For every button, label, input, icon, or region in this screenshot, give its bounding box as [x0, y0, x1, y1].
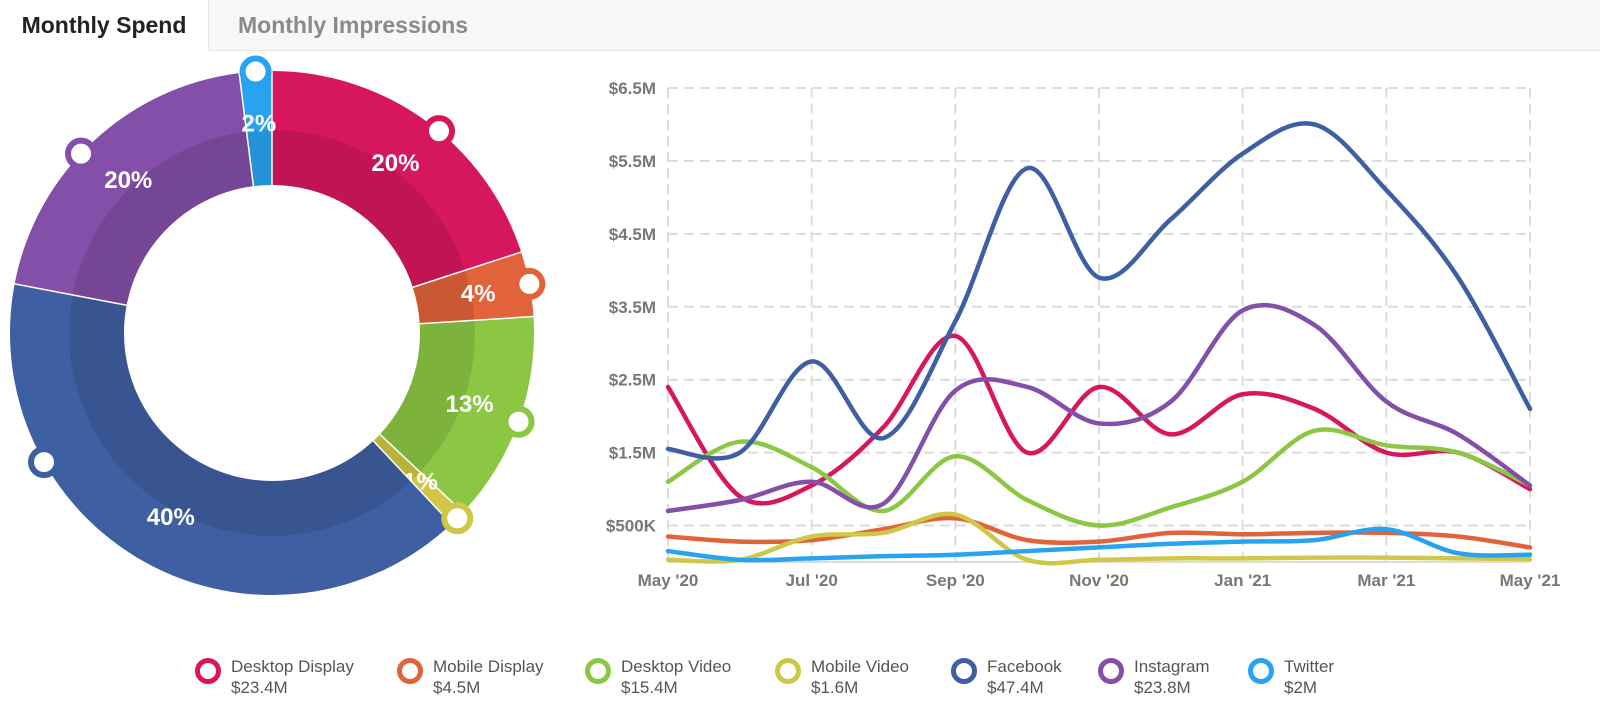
series-line-desktop-display[interactable] [665, 333, 1533, 506]
pie-slice-shade-mobile-display [412, 270, 475, 324]
legend-item-instagram[interactable]: Instagram $23.8M [1098, 655, 1248, 705]
legend-marker-icon [951, 658, 977, 684]
pie-slice-shade-twitter [246, 130, 272, 187]
legend-value: $2M [1284, 678, 1318, 697]
legend-value: $47.4M [987, 678, 1044, 697]
series-line-desktop-video[interactable] [665, 427, 1533, 528]
pie-marker-instagram [65, 137, 98, 170]
series-line-facebook[interactable] [665, 121, 1533, 461]
legend-label: Mobile Video [811, 657, 909, 676]
pie-marker-desktop-display [423, 115, 456, 148]
pie-slice-shade-mobile-video [373, 434, 420, 481]
legend-label: Desktop Display [231, 657, 354, 676]
legend-label: Facebook [987, 657, 1062, 676]
legend-marker-icon [1248, 658, 1274, 684]
legend-label: Instagram [1134, 657, 1210, 676]
x-tick-label: Mar '21 [1357, 571, 1415, 590]
pie-slice-desktop-video[interactable] [379, 316, 534, 513]
pie-separator [419, 315, 534, 325]
donut-chart: 20%4%13%1%40%20%2% [9, 55, 546, 596]
pie-marker-twitter [239, 55, 272, 88]
legend-label: Desktop Video [621, 657, 732, 676]
pie-marker-facebook [28, 446, 61, 479]
pie-slice-shade-desktop-display [272, 130, 466, 288]
legend-value: $23.8M [1134, 678, 1191, 697]
legend-marker-icon [397, 658, 423, 684]
pie-label-desktop-display: 20% [371, 150, 419, 177]
legend-item-twitter[interactable]: Twitter $2M [1248, 655, 1398, 705]
series-line-mobile-video[interactable] [665, 511, 1533, 566]
pie-marker-mobile-video [441, 502, 474, 535]
legend-item-desktop-display[interactable]: Desktop Display $23.4M [195, 655, 354, 705]
series-line-twitter[interactable] [665, 526, 1533, 563]
tab-monthly-spend[interactable]: Monthly Spend [0, 0, 209, 51]
tab-monthly-impressions[interactable]: Monthly Impressions [238, 12, 469, 38]
legend-item-mobile-video[interactable]: Mobile Video $1.6M [775, 655, 925, 705]
pie-label-instagram: 20% [104, 167, 152, 194]
legend-item-facebook[interactable]: Facebook $47.4M [951, 655, 1101, 705]
legend-value: $23.4M [231, 678, 288, 697]
pie-slice-mobile-display[interactable] [412, 252, 534, 324]
legend-label: Mobile Display [433, 657, 544, 676]
pie-separator [238, 72, 255, 187]
pie-marker-desktop-video [502, 405, 535, 438]
legend-value: $1.6M [811, 678, 859, 697]
series-line-mobile-display[interactable] [665, 515, 1533, 550]
pie-slice-facebook[interactable] [9, 283, 452, 596]
x-tick-label: Jan '21 [1214, 571, 1271, 590]
legend-marker-icon [585, 658, 611, 684]
pie-slice-shade-desktop-video [379, 320, 476, 472]
pie-label-facebook: 40% [147, 504, 195, 531]
pie-label-mobile-display: 4% [461, 281, 496, 308]
y-tick-label: $1.5M [609, 444, 656, 463]
y-tick-label: $3.5M [609, 298, 656, 317]
y-tick-label: $2.5M [609, 371, 656, 390]
legend-marker-icon [1098, 658, 1124, 684]
tab-bar: Monthly Spend Monthly Impressions [0, 0, 1600, 51]
pie-separator [379, 433, 464, 513]
series-line-instagram[interactable] [665, 302, 1533, 514]
legend-value: $4.5M [433, 678, 481, 697]
x-tick-label: May '20 [638, 571, 699, 590]
legend-item-mobile-display[interactable]: Mobile Display $4.5M [397, 655, 547, 705]
legend-marker-icon [195, 658, 221, 684]
legend-item-desktop-video[interactable]: Desktop Video $15.4M [585, 655, 735, 705]
x-tick-label: Jul '20 [786, 571, 838, 590]
legend-value: $15.4M [621, 678, 678, 697]
pie-label-desktop-video: 13% [446, 391, 494, 418]
y-tick-label: $6.5M [609, 79, 656, 98]
x-tick-label: May '21 [1500, 571, 1561, 590]
line-chart: $500K $1.5M $2.5M $3.5M $4.5M $5.5M $6.5M May '… [606, 79, 1561, 590]
pie-separator [372, 440, 452, 525]
pie-marker-mobile-display [513, 267, 546, 300]
pie-slice-shade-facebook [69, 294, 411, 536]
y-tick-label: $500K [606, 517, 657, 536]
pie-slice-twitter[interactable] [239, 71, 272, 187]
legend-label: Twitter [1284, 657, 1335, 676]
x-tick-label: Sep '20 [926, 571, 985, 590]
pie-slice-desktop-display[interactable] [272, 71, 522, 288]
legend-marker-icon [775, 658, 801, 684]
pie-separator [14, 283, 127, 307]
pie-slice-shade-instagram [72, 131, 254, 306]
pie-slice-mobile-video[interactable] [373, 434, 463, 524]
pie-separator [412, 251, 522, 288]
y-tick-label: $5.5M [609, 152, 656, 171]
pie-slice-instagram[interactable] [14, 73, 254, 306]
x-tick-label: Nov '20 [1069, 571, 1129, 590]
y-tick-label: $4.5M [609, 225, 656, 244]
